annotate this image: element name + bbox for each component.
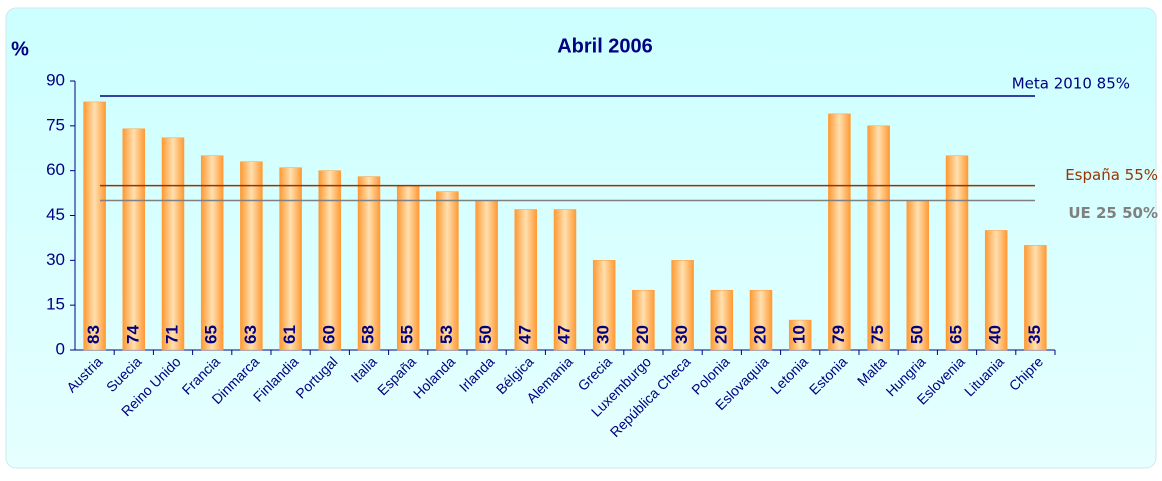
value-label: 35 — [1025, 325, 1044, 344]
bar — [788, 319, 812, 351]
bar — [828, 113, 851, 351]
value-label: 53 — [437, 325, 456, 344]
bar — [632, 289, 655, 351]
y-tick-label: 30 — [46, 250, 65, 269]
bar — [161, 137, 185, 351]
value-label: 60 — [319, 325, 338, 344]
value-label: 20 — [711, 325, 730, 344]
value-label: 83 — [84, 325, 103, 344]
value-label: 50 — [476, 325, 495, 344]
value-label: 65 — [202, 325, 221, 344]
value-label: 20 — [750, 325, 769, 344]
value-label: 58 — [358, 325, 377, 344]
y-tick-label: 75 — [46, 115, 65, 134]
chart-title: Abril 2006 — [557, 35, 653, 57]
bar — [671, 260, 694, 351]
bar — [710, 289, 734, 351]
y-tick-label: 45 — [46, 205, 65, 224]
bar — [1024, 245, 1047, 351]
value-label: 10 — [790, 325, 809, 344]
value-label: 79 — [829, 325, 848, 344]
bar — [436, 191, 459, 351]
value-label: 47 — [515, 325, 534, 344]
value-label: 55 — [398, 325, 417, 344]
bar — [945, 155, 969, 351]
value-label: 75 — [868, 325, 887, 344]
y-axis-label: % — [11, 38, 29, 60]
bar — [240, 161, 263, 351]
value-label: 61 — [280, 325, 299, 344]
value-label: 63 — [241, 325, 260, 344]
value-label: 65 — [946, 325, 965, 344]
bar — [867, 125, 890, 351]
value-label: 20 — [633, 325, 652, 344]
y-tick-label: 15 — [46, 295, 65, 314]
value-label: 30 — [672, 325, 691, 344]
bar — [592, 260, 616, 351]
bar — [984, 230, 1008, 351]
reference-label: UE 25 50% — [1068, 204, 1158, 222]
chart-panel — [5, 7, 1157, 469]
reference-label: España 55% — [1065, 166, 1158, 184]
value-label: 40 — [986, 325, 1005, 344]
bar — [357, 176, 381, 351]
value-label: 47 — [554, 325, 573, 344]
bar — [122, 128, 146, 351]
value-label: 50 — [907, 325, 926, 344]
y-tick-label: 0 — [56, 339, 65, 358]
bar — [514, 209, 538, 351]
bar — [279, 167, 302, 351]
bar — [200, 155, 224, 351]
bar — [749, 289, 773, 351]
bar — [83, 101, 106, 351]
value-label: 71 — [162, 325, 181, 344]
bar — [553, 209, 577, 351]
reference-label: Meta 2010 85% — [1012, 74, 1130, 92]
value-label: 74 — [123, 325, 142, 344]
bar — [318, 170, 342, 351]
value-label: 30 — [594, 325, 613, 344]
y-tick-label: 90 — [46, 70, 65, 89]
y-tick-label: 60 — [46, 160, 65, 179]
